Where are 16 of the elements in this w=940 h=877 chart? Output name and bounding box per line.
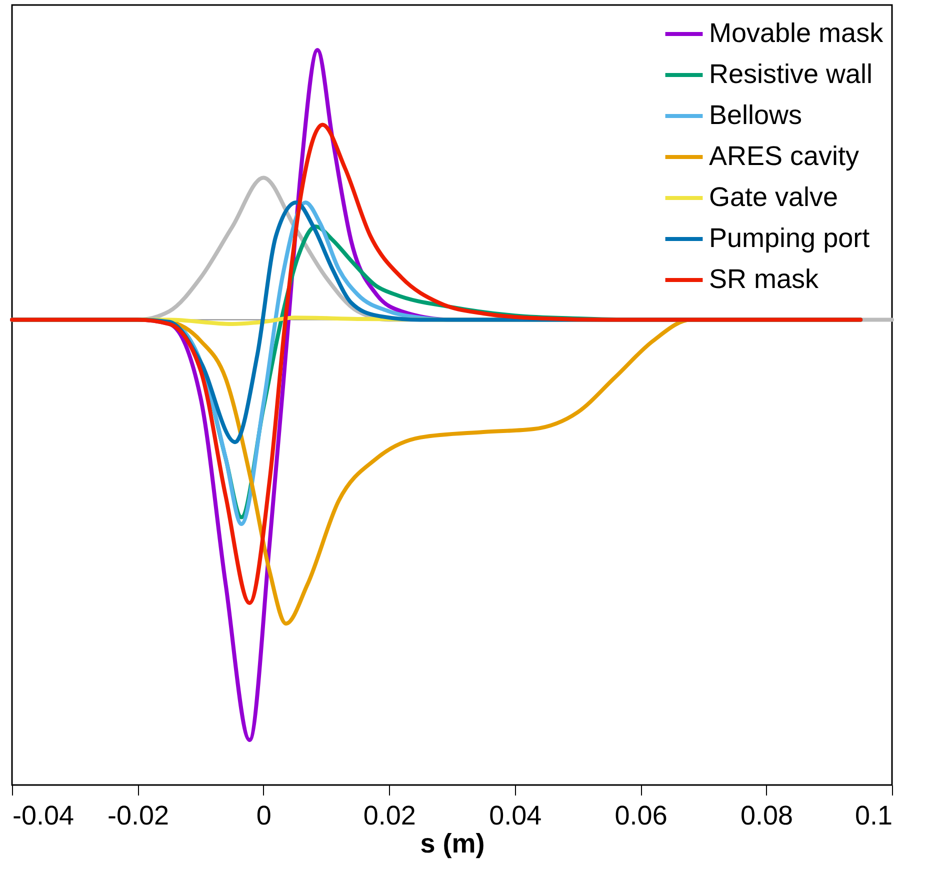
x-tick-label: -0.04 <box>12 800 74 830</box>
x-tick-label: 0.08 <box>740 800 794 830</box>
x-tick-label: 0.04 <box>489 800 542 830</box>
legend-label: Movable mask <box>709 18 884 48</box>
legend-label: Pumping port <box>709 223 870 253</box>
x-tick-label: 0 <box>256 800 272 830</box>
legend-label: Bellows <box>709 100 802 130</box>
x-axis-title: s (m) <box>420 828 485 858</box>
x-tick-label: 0.06 <box>614 800 668 830</box>
legend-label: Resistive wall <box>709 59 873 89</box>
legend-label: SR mask <box>709 264 820 294</box>
x-tick-label: 0.1 <box>854 800 892 830</box>
legend-label: Gate valve <box>709 182 838 212</box>
x-tick-label: 0.02 <box>363 800 416 830</box>
legend-label: ARES cavity <box>709 141 860 171</box>
x-tick-label: -0.02 <box>107 800 169 830</box>
